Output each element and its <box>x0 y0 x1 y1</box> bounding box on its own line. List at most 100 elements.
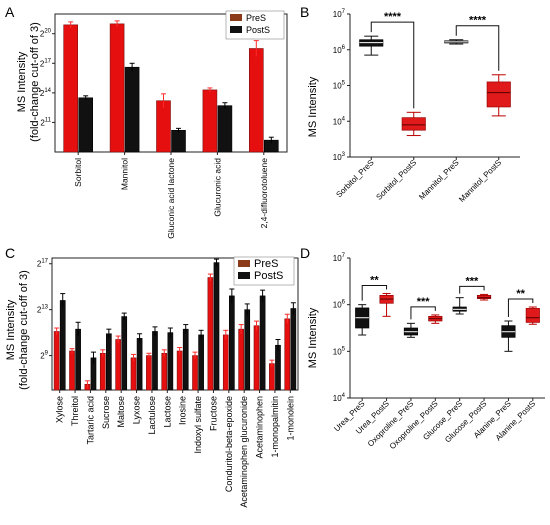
panel-c-bar-posts <box>290 308 297 391</box>
panel-b-ytick-label: 104 <box>333 116 346 126</box>
panel-c-category-label: Tartaric acid <box>85 396 95 445</box>
panel-d-ylabel: MS Intensity <box>307 307 319 368</box>
panel-b-significance-bracket <box>455 25 500 71</box>
panel-letter-b: B <box>300 4 309 20</box>
panel-a-legend-swatch-posts <box>230 26 242 33</box>
panel-a-bar-posts <box>78 97 93 153</box>
panel-a-ytick-label: 217 <box>40 58 52 68</box>
panel-a-category-label: Sorbitol <box>73 158 83 187</box>
panel-a-bar-pres <box>202 89 218 153</box>
panel-d-significance-label: *** <box>417 296 431 308</box>
panel-c-bar-posts <box>213 262 220 391</box>
panel-a-ylabel2: (fold-change cut-off of 3) <box>29 22 41 142</box>
panel-a-ytick-label: 211 <box>40 117 51 127</box>
panel-d-significance-label: ** <box>516 288 525 300</box>
panel-b-box-post <box>486 81 511 108</box>
panel-d-ytick-label: 105 <box>333 346 346 356</box>
panel-b-chart: MS Intensity 107 106 105 104 103Sorbitol_Pre… <box>307 9 520 204</box>
panel-b-ylabel: MS Intensity <box>307 76 319 137</box>
panel-b-ytick-label: 105 <box>333 81 346 91</box>
panel-c-bar-pres <box>115 339 121 391</box>
panel-c-bar-pres <box>146 355 152 391</box>
panel-c-legend-swatch-pres <box>238 260 250 267</box>
panel-d-significance-bracket <box>361 284 388 301</box>
panel-c-bar-posts <box>275 344 281 391</box>
panel-a-legend-swatch-pres <box>230 14 242 21</box>
panel-a-category-label: Glucuronic acid <box>212 158 222 217</box>
panel-letter-d: D <box>300 245 310 261</box>
panel-a-bar-pres <box>249 48 264 153</box>
panel-c-category-label: Threitol <box>70 396 80 426</box>
panel-c-bar-posts <box>75 328 81 391</box>
panel-c-bar-posts <box>59 300 66 391</box>
panel-b-ytick-label: 106 <box>333 45 346 55</box>
panel-c-category-label: 1-monopalmitin <box>270 396 280 458</box>
panel-c-bar-pres <box>69 350 75 391</box>
panel-c-bar-posts <box>198 334 204 391</box>
panel-c-category-label: Fructose <box>208 396 218 431</box>
panel-c-bar-pres <box>53 331 60 391</box>
panel-b-significance-label: **** <box>469 15 487 27</box>
panel-b-ytick-label: 107 <box>333 9 346 19</box>
panel-d-significance-label: ** <box>370 274 379 286</box>
panel-c-bar-posts <box>121 316 128 391</box>
panel-d-box-post <box>525 308 540 323</box>
panel-b-category-label: Sorbitol_PostS <box>374 158 418 202</box>
panel-c-category-label: Conduritol-beta-epoxide <box>224 396 234 492</box>
panel-c-legend-label-posts: PostS <box>254 270 283 282</box>
panel-c-bar-pres <box>176 350 183 391</box>
panel-letter-c: C <box>5 245 15 261</box>
panel-c-category-label: 1-monolein <box>285 396 295 441</box>
panel-a-legend-label-posts: PostS <box>246 25 270 35</box>
panel-c-bar-pres <box>99 352 106 391</box>
panel-b-box-post <box>401 117 426 131</box>
panel-a-bar-posts <box>217 105 233 153</box>
panel-a-bar-posts <box>171 130 186 153</box>
panel-a-chart: MS Intensity (fold-change cut-off of 3) … <box>16 10 288 239</box>
panel-c-legend-label-pres: PreS <box>254 258 278 270</box>
panel-c-category-label: Xylose <box>55 396 65 423</box>
panel-a-bar-pres <box>109 23 125 153</box>
panel-c-bar-posts <box>152 331 158 391</box>
panel-c-bar-posts <box>229 295 235 391</box>
panel-a-bar-pres <box>63 24 79 153</box>
panel-c-category-label: Acetaminophen glucuronide <box>239 396 249 508</box>
panel-c-ytick-label: 213 <box>37 305 49 315</box>
panel-c-ylabel: MS Intensity <box>5 299 17 360</box>
panel-b-category-label: Sorbitol_PreS <box>334 158 375 199</box>
panel-c-bar-pres <box>253 325 260 391</box>
panel-d-ytick-label: 107 <box>333 253 346 263</box>
panel-d-box-post <box>477 294 492 299</box>
panel-a-bar-posts <box>124 66 140 153</box>
panel-c-bar-posts <box>244 309 251 391</box>
panel-a-ytick-label: 214 <box>40 88 52 98</box>
panel-c-ytick-label: 29 <box>40 351 48 361</box>
panel-c-bar-pres <box>269 363 275 391</box>
panel-c-legend-swatch-posts <box>238 272 250 279</box>
panel-d-ytick-label: 106 <box>333 300 346 310</box>
panel-b-ytick-label: 103 <box>333 152 346 162</box>
panel-b-category-label: Mannitol_PreS <box>417 158 460 201</box>
panel-a-bar-pres <box>156 100 171 153</box>
panel-c-category-label: Indoxyl sulfate <box>193 396 203 454</box>
panel-d-ytick-label: 104 <box>333 393 346 403</box>
panel-c-ytick-label: 217 <box>37 259 49 269</box>
panel-a-legend-label-pres: PreS <box>246 13 266 23</box>
panel-a-category-label: Mannitol <box>120 158 130 190</box>
panel-c-category-label: Lactulose <box>147 396 157 435</box>
panel-d-chart: MS Intensity 107106105104Urea_PreSUrea_P… <box>307 253 545 451</box>
panel-c-bar-posts <box>167 332 174 391</box>
panel-c-category-label: Maltose <box>116 396 126 428</box>
panel-c-category-label: Lactose <box>162 396 172 428</box>
panel-c-category-label: Lyxose <box>132 396 142 424</box>
panel-c-category-label: Inosine <box>178 396 188 425</box>
panel-c-chart: MS Intensity (fold-change cut-off of 3) … <box>5 256 299 508</box>
panel-c-category-label: Sucrose <box>101 396 111 429</box>
panel-c-bar-posts <box>182 328 189 391</box>
panel-d-significance-bracket <box>459 285 485 294</box>
panel-letter-a: A <box>5 4 15 20</box>
panel-c-bar-pres <box>207 277 214 391</box>
panel-c-bar-pres <box>192 355 198 391</box>
panel-b-significance-bracket <box>370 21 415 109</box>
